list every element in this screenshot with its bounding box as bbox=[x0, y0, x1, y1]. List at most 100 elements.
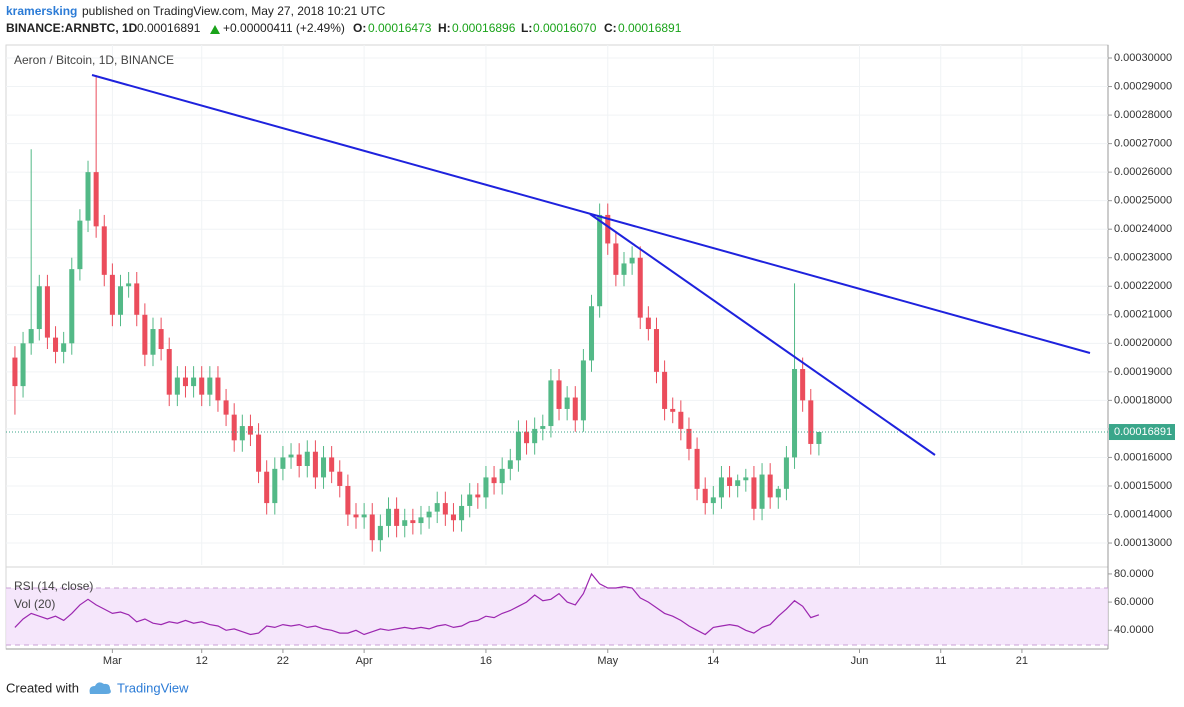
o-label: O: bbox=[353, 21, 366, 35]
x-tick-label: 14 bbox=[707, 655, 719, 667]
candle-body bbox=[629, 257, 635, 264]
candle-body bbox=[20, 343, 26, 387]
candle-body bbox=[182, 377, 188, 387]
marks: 0.00013000 0.00014000 0.00015000 0.00016000… bbox=[6, 45, 1175, 667]
candle-body bbox=[109, 274, 115, 315]
up-arrow bbox=[210, 25, 220, 34]
candle-body bbox=[718, 477, 724, 498]
candle-body bbox=[808, 400, 814, 444]
candle-body bbox=[321, 457, 327, 478]
candle-body bbox=[459, 505, 465, 521]
last: 0.00016891 bbox=[137, 21, 201, 35]
candle-body bbox=[548, 380, 554, 427]
candle-body bbox=[150, 329, 156, 355]
candle-body bbox=[694, 448, 700, 489]
chart-title: Aeron / Bitcoin, 1D, BINANCE bbox=[14, 53, 174, 67]
candle-body bbox=[93, 172, 99, 227]
candle-body bbox=[312, 451, 318, 478]
candle-body bbox=[483, 477, 489, 498]
candle-body bbox=[751, 477, 757, 509]
candle-body bbox=[288, 454, 294, 458]
candle-body bbox=[361, 514, 367, 518]
x-tick-label: 12 bbox=[196, 655, 208, 667]
candle-body bbox=[272, 468, 278, 504]
candle-body bbox=[385, 508, 392, 526]
candle-body bbox=[191, 377, 197, 387]
author[interactable]: kramersking bbox=[6, 4, 77, 18]
y-tick-label: 0.00024000 bbox=[1114, 223, 1172, 235]
candle-body bbox=[85, 172, 91, 221]
candle-body bbox=[377, 525, 383, 541]
candle-body bbox=[783, 457, 789, 489]
candle-body bbox=[540, 426, 546, 429]
close: 0.00016891 bbox=[618, 21, 682, 35]
candle-body bbox=[394, 508, 400, 526]
candle-body bbox=[686, 428, 692, 449]
candle-body bbox=[418, 517, 424, 524]
x-tick-label: Mar bbox=[103, 655, 122, 667]
candle-body bbox=[515, 431, 521, 461]
candle-body bbox=[77, 220, 83, 270]
candle-body bbox=[524, 431, 530, 444]
candle-body bbox=[621, 263, 627, 275]
y-tick-label: 0.00028000 bbox=[1114, 109, 1172, 121]
x-tick-label: 16 bbox=[480, 655, 492, 667]
candle-body bbox=[475, 494, 481, 498]
symbol: BINANCE:ARNBTC, 1D bbox=[6, 21, 138, 35]
candle-body bbox=[166, 349, 172, 395]
candle-body bbox=[174, 377, 180, 395]
candle-body bbox=[69, 269, 75, 344]
candle-body bbox=[256, 434, 262, 472]
y-tick-label: 0.00016000 bbox=[1114, 451, 1172, 463]
open: 0.00016473 bbox=[368, 21, 432, 35]
candle-body bbox=[816, 432, 822, 444]
low: 0.00016070 bbox=[533, 21, 597, 35]
candle-body bbox=[467, 494, 473, 506]
candle-body bbox=[426, 511, 432, 518]
candle-body bbox=[126, 283, 132, 287]
candle-body bbox=[743, 477, 749, 481]
candle-body bbox=[337, 471, 343, 486]
x-tick-label: May bbox=[597, 655, 618, 667]
l-label: L: bbox=[521, 21, 532, 35]
rsi-y-tick-label: 40.0000 bbox=[1114, 624, 1154, 636]
candle-body bbox=[101, 226, 107, 275]
candle-body bbox=[653, 329, 659, 372]
y-tick-label: 0.00015000 bbox=[1114, 480, 1172, 492]
change: +0.00000411 (+2.49%) bbox=[223, 21, 345, 35]
rsi-line bbox=[14, 572, 820, 636]
y-tick-label: 0.00030000 bbox=[1114, 52, 1172, 64]
candle-body bbox=[442, 503, 448, 515]
brand[interactable]: TradingView bbox=[117, 680, 189, 695]
trend-line[interactable] bbox=[589, 213, 936, 456]
candle-body bbox=[117, 286, 124, 315]
candle-body bbox=[28, 329, 34, 344]
candle-body bbox=[597, 214, 603, 307]
candle-body bbox=[507, 460, 513, 469]
y-tick-label: 0.00014000 bbox=[1114, 508, 1172, 520]
candle-body bbox=[207, 377, 213, 395]
volume-title: Vol (20) bbox=[14, 597, 55, 611]
rsi-title: RSI (14, close) bbox=[14, 579, 93, 593]
h-label: H: bbox=[438, 21, 451, 35]
candle-body bbox=[499, 468, 505, 484]
candle-body bbox=[434, 503, 440, 512]
last-price-label: 0.00016891 bbox=[1114, 426, 1172, 438]
candle-body bbox=[12, 357, 18, 387]
candle-body bbox=[735, 480, 741, 486]
created-with: Created with bbox=[6, 680, 79, 695]
y-tick-label: 0.00020000 bbox=[1114, 337, 1172, 349]
candle-body bbox=[158, 329, 164, 350]
rsi-y-tick-label: 60.0000 bbox=[1114, 596, 1154, 608]
y-tick-label: 0.00023000 bbox=[1114, 252, 1172, 264]
candle-body bbox=[645, 317, 651, 330]
candle-body bbox=[775, 488, 781, 498]
candle-body bbox=[353, 514, 359, 518]
candle-body bbox=[727, 477, 733, 486]
candle-body bbox=[215, 377, 221, 401]
c-label: C: bbox=[604, 21, 617, 35]
candle-body bbox=[759, 474, 765, 509]
candle-body bbox=[410, 520, 416, 524]
